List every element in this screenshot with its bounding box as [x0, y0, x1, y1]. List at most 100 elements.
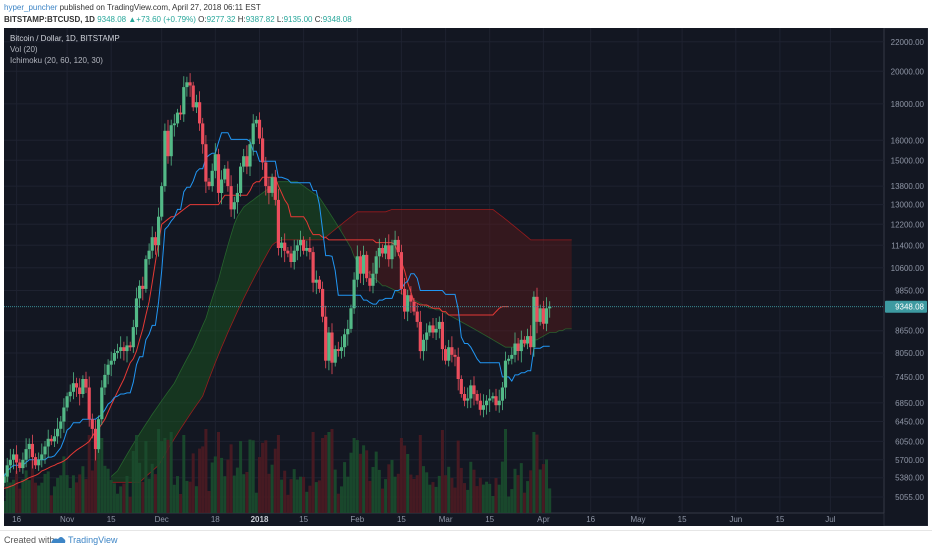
open-value: 9277.32	[206, 15, 236, 24]
candle-up	[144, 259, 148, 289]
volume-bar	[128, 496, 132, 513]
candle-down	[179, 112, 183, 115]
price-tick-label: 13000.00	[891, 201, 925, 210]
volume-bar	[46, 471, 50, 513]
candle-up	[147, 250, 151, 260]
candle-up	[280, 242, 284, 248]
open-label: O:	[198, 15, 207, 24]
candle-down	[78, 387, 82, 394]
chart-area[interactable]: 22000.00 20000.00 18000.00 16000.00 15000.00…	[4, 28, 928, 526]
volume-bar	[270, 464, 274, 513]
candle-up	[519, 339, 523, 352]
volume-bar	[207, 491, 211, 513]
volume-bar	[456, 440, 460, 513]
candle-down	[289, 253, 293, 262]
volume-bar	[112, 483, 116, 513]
volume-bar	[463, 483, 466, 513]
volume-bar	[204, 429, 208, 513]
volume-bar	[78, 474, 82, 513]
volume-bar	[541, 464, 545, 513]
candle-up	[46, 438, 50, 447]
time-tick-label: Feb	[350, 515, 364, 524]
price-tick-label: 8050.00	[895, 349, 924, 358]
volume-bar	[317, 480, 321, 513]
candle-up	[346, 328, 350, 335]
volume-bar	[147, 478, 151, 513]
candle-up	[248, 144, 252, 167]
candle-down	[122, 347, 126, 351]
candle-down	[87, 387, 91, 420]
candle-up	[349, 308, 353, 329]
volume-bar	[535, 434, 539, 513]
time-tick-label: Jun	[729, 515, 742, 524]
candle-up	[52, 436, 57, 442]
volume-bar	[321, 438, 325, 513]
tradingview-link[interactable]: TradingView	[68, 535, 118, 545]
tradingview-logo-icon	[51, 537, 66, 543]
price-tick-label: 7450.00	[895, 373, 924, 382]
volume-bar	[355, 440, 359, 513]
candle-up	[65, 396, 69, 408]
candle-up	[428, 325, 432, 333]
candle-down	[330, 332, 334, 363]
candle-up	[138, 285, 142, 299]
time-tick-label: 16	[12, 515, 21, 524]
volume-bar	[390, 459, 394, 513]
candle-down	[93, 428, 98, 450]
volume-bar	[340, 486, 343, 513]
candle-down	[153, 237, 157, 246]
volume-bar	[311, 432, 315, 513]
candle-up	[485, 400, 489, 406]
candle-up	[532, 296, 536, 348]
candle-up	[40, 454, 44, 460]
candle-down	[516, 343, 520, 351]
candle-down	[191, 85, 195, 108]
volume-bar	[362, 445, 366, 514]
volume-bar	[504, 429, 507, 513]
volume-bar	[191, 453, 195, 513]
volume-bar	[500, 461, 504, 513]
volume-bar	[251, 440, 255, 513]
candle-down	[494, 396, 498, 406]
volume-bar	[235, 467, 239, 513]
candle-up	[119, 347, 123, 351]
volume-bar	[141, 482, 145, 513]
volume-bar	[210, 462, 214, 513]
candle-up	[384, 245, 388, 254]
volume-bar	[374, 451, 378, 513]
volume-bar	[308, 485, 312, 513]
author-link[interactable]: hyper_puncher	[4, 3, 58, 12]
volume-bar	[422, 466, 425, 513]
price-tick-label: 8650.00	[895, 327, 924, 336]
volume-bar	[163, 438, 167, 513]
candle-up	[5, 465, 9, 477]
candle-down	[365, 254, 369, 279]
candle-down	[267, 186, 271, 193]
volume-bar	[302, 476, 306, 513]
kijun-sen	[4, 176, 509, 489]
low-label: L:	[276, 15, 284, 24]
last-price: 9348.08	[97, 15, 127, 24]
candle-up	[103, 374, 107, 388]
last-price-label-bg	[885, 300, 927, 313]
volume-bar	[153, 474, 157, 513]
volume-bar	[239, 441, 243, 513]
volume-bar	[21, 479, 25, 513]
volume-bar	[289, 479, 293, 513]
volume-bar	[103, 465, 107, 513]
volume-bar	[84, 479, 88, 513]
volume-bar	[466, 489, 470, 513]
candle-down	[15, 454, 19, 463]
price-chart[interactable]: 22000.00 20000.00 18000.00 16000.00 15000.00…	[4, 28, 928, 526]
volume-bar	[548, 488, 552, 513]
candles	[4, 73, 552, 487]
candle-down	[264, 162, 268, 187]
volume-bar	[254, 492, 258, 513]
candle-up	[510, 354, 514, 359]
candle-down	[33, 457, 38, 466]
volume-bar	[314, 482, 318, 513]
volume-bar	[349, 452, 353, 513]
candle-up	[434, 328, 438, 333]
indicator-legend: Ichimoku (20, 60, 120, 30)	[10, 56, 103, 65]
candle-down	[368, 278, 372, 286]
